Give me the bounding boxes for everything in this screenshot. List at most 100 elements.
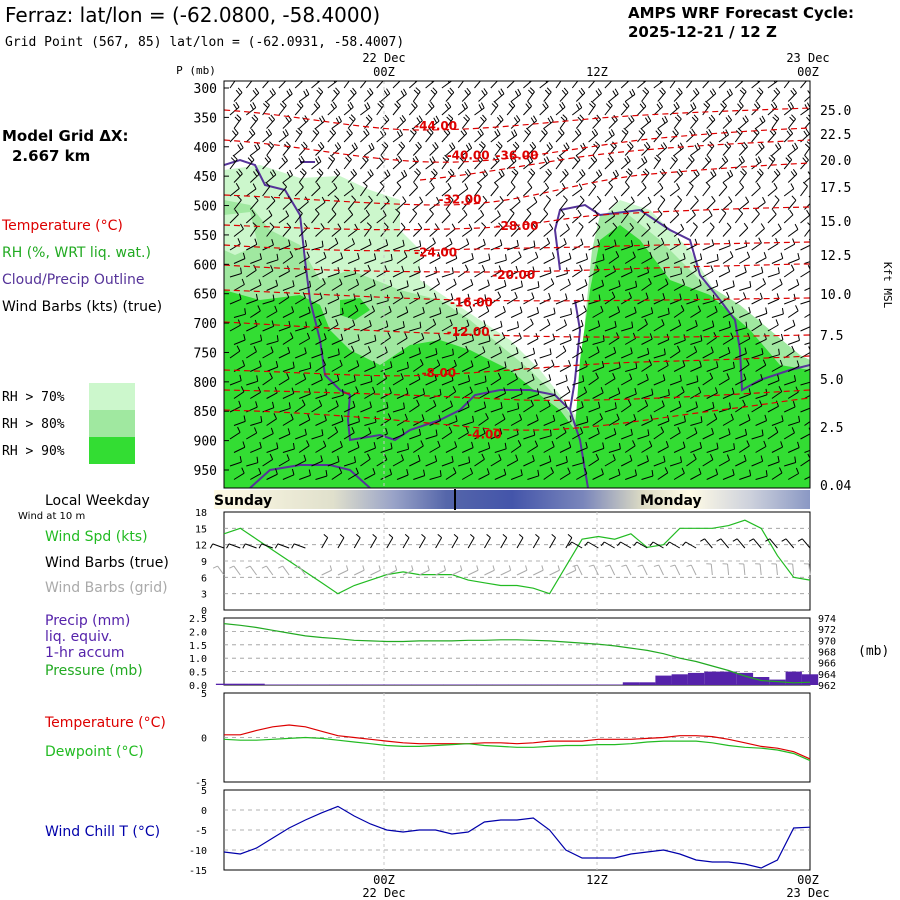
precip-bar-19 bbox=[525, 684, 542, 685]
xs-barb-1077 bbox=[771, 467, 783, 480]
xs-barb-1075 bbox=[739, 469, 752, 480]
xs-barb-573 bbox=[771, 278, 783, 291]
xs-barb-336 bbox=[429, 196, 440, 210]
xs-barb-19 bbox=[539, 81, 550, 89]
xs-barb-50 bbox=[461, 87, 471, 102]
rh90-swatch bbox=[89, 437, 135, 464]
xs-barb-324 bbox=[233, 195, 242, 210]
precip-bar-0 bbox=[215, 683, 233, 685]
xs-barb-110 bbox=[266, 114, 276, 129]
surface-barb-true-11 bbox=[402, 534, 410, 549]
xs-barb-212 bbox=[755, 142, 765, 156]
xs-barb-944 bbox=[360, 427, 372, 440]
pressure-tick-400: 400 bbox=[194, 141, 217, 156]
xs-barb-178 bbox=[783, 128, 794, 143]
xs-barb-927 bbox=[673, 415, 686, 426]
xs-barb-523 bbox=[539, 266, 552, 278]
surface-barb-true-33 bbox=[748, 538, 762, 549]
xs-barb-939 bbox=[278, 428, 291, 440]
precip-bar-17 bbox=[492, 684, 509, 685]
surface-wind-barbs bbox=[209, 534, 811, 576]
surface-barb-true-0 bbox=[209, 543, 225, 549]
xs-barb-276 bbox=[624, 168, 633, 183]
xs-barb-20 bbox=[555, 81, 562, 89]
xs-barb-841 bbox=[445, 386, 457, 399]
xs-barb-486 bbox=[527, 251, 539, 264]
xs-barb-301 bbox=[441, 182, 452, 197]
xs-barb-832 bbox=[299, 388, 311, 399]
xs-barb-537 bbox=[767, 267, 780, 278]
xs-barb-493 bbox=[641, 251, 653, 264]
xs-barb-248 bbox=[751, 156, 762, 170]
surface-barb-grid-22 bbox=[572, 564, 583, 576]
xs-barb-86 bbox=[457, 102, 468, 116]
xs-barb-1065 bbox=[576, 467, 588, 480]
xs-barb-693 bbox=[380, 332, 391, 345]
xs-barb-134 bbox=[657, 115, 668, 129]
xs-barb-353 bbox=[706, 195, 716, 210]
xs-barb-318 bbox=[718, 182, 728, 197]
xs-barb-724 bbox=[295, 347, 307, 359]
xs-barb-861 bbox=[771, 386, 783, 399]
xs-barb-955 bbox=[539, 429, 552, 440]
xs-barb-1005 bbox=[771, 441, 784, 453]
xs-barb-437 bbox=[311, 240, 324, 251]
xs-barb-769 bbox=[445, 359, 457, 372]
xs-barb-40 bbox=[298, 88, 310, 102]
surface-barb-true-5 bbox=[291, 543, 306, 549]
kft-tick-7: 7.5 bbox=[820, 329, 843, 344]
top-tick-12z: 12Z bbox=[586, 65, 608, 79]
surface-barb-true-16 bbox=[484, 534, 491, 549]
xs-barb-1014 bbox=[327, 455, 340, 467]
xs-barb-966 bbox=[718, 428, 731, 440]
surface-barb-grid-17 bbox=[500, 565, 512, 576]
xs-barb-140 bbox=[755, 115, 766, 129]
xs-barb-144 bbox=[229, 128, 239, 143]
xs-barb-885 bbox=[572, 401, 584, 413]
xs-barb-187 bbox=[347, 142, 358, 156]
xs-barb-15 bbox=[474, 81, 482, 89]
top-tick-00z: 00Z bbox=[373, 65, 395, 79]
surface-barb-grid-1 bbox=[229, 565, 241, 576]
xs-barb-485 bbox=[510, 251, 522, 264]
xs-barb-729 bbox=[376, 346, 388, 359]
xs-barb-351 bbox=[673, 195, 683, 210]
ytick-wind-3: 9 bbox=[201, 557, 207, 568]
xs-barb-1064 bbox=[559, 467, 571, 480]
xs-barb-996 bbox=[624, 440, 636, 453]
xs-barb-721 bbox=[246, 345, 257, 359]
xs-barb-578 bbox=[262, 294, 275, 305]
xs-barb-253 bbox=[249, 169, 260, 183]
surface-barb-grid-35 bbox=[787, 563, 795, 576]
xs-barb-887 bbox=[604, 402, 617, 413]
xs-barb-621 bbox=[380, 305, 392, 318]
xs-barb-427 bbox=[738, 222, 749, 237]
pressure-line bbox=[223, 623, 811, 684]
xs-barb-877 bbox=[441, 400, 453, 413]
xs-barb-73 bbox=[245, 102, 257, 116]
weekday-gradient bbox=[214, 490, 810, 509]
xs-barb-419 bbox=[608, 222, 618, 237]
ytick-precip-4: 2.0 bbox=[189, 627, 207, 638]
xs-barb-554 bbox=[461, 279, 474, 291]
xs-barb-473 bbox=[315, 251, 327, 264]
xs-barb-731 bbox=[409, 347, 421, 359]
xs-barb-833 bbox=[315, 388, 328, 399]
xs-barb-345 bbox=[575, 195, 585, 210]
xs-barb-637 bbox=[641, 307, 654, 318]
xs-barb-392 bbox=[751, 209, 760, 224]
xs-barb-923 bbox=[608, 413, 620, 426]
ytick-wind-2: 6 bbox=[201, 573, 207, 584]
xs-barb-1054 bbox=[396, 469, 409, 480]
xs-barb-781 bbox=[641, 359, 653, 372]
xs-barb-694 bbox=[396, 332, 408, 345]
panel-tick-labels: 03691215180.00.51.01.52.02.550-550-5-10-… bbox=[189, 508, 836, 877]
xs-barb-344 bbox=[559, 195, 568, 210]
xs-barb-364 bbox=[294, 208, 303, 224]
xs-barb-799 bbox=[343, 374, 356, 386]
xs-barb-85 bbox=[441, 101, 452, 116]
xs-barb-763 bbox=[347, 360, 360, 372]
xs-barb-567 bbox=[673, 278, 686, 291]
xs-barb-915 bbox=[478, 413, 489, 426]
xs-barb-747 bbox=[669, 345, 681, 359]
